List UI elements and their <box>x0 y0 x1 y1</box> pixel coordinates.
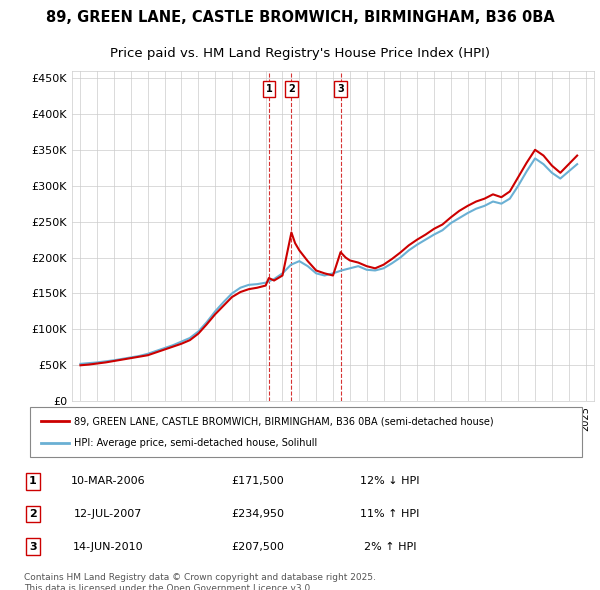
Text: 89, GREEN LANE, CASTLE BROMWICH, BIRMINGHAM, B36 0BA (semi-detached house): 89, GREEN LANE, CASTLE BROMWICH, BIRMING… <box>74 416 494 426</box>
Text: 2: 2 <box>29 509 37 519</box>
Text: 3: 3 <box>337 84 344 94</box>
Text: £171,500: £171,500 <box>232 476 284 486</box>
Text: 14-JUN-2010: 14-JUN-2010 <box>73 542 143 552</box>
Text: 11% ↑ HPI: 11% ↑ HPI <box>361 509 419 519</box>
Text: 1: 1 <box>29 476 37 486</box>
FancyBboxPatch shape <box>30 407 582 457</box>
Text: £207,500: £207,500 <box>232 542 284 552</box>
Text: 3: 3 <box>29 542 37 552</box>
Text: 10-MAR-2006: 10-MAR-2006 <box>71 476 145 486</box>
Text: 2% ↑ HPI: 2% ↑ HPI <box>364 542 416 552</box>
Text: 2: 2 <box>288 84 295 94</box>
Text: £234,950: £234,950 <box>232 509 284 519</box>
Text: 12-JUL-2007: 12-JUL-2007 <box>74 509 142 519</box>
Text: 89, GREEN LANE, CASTLE BROMWICH, BIRMINGHAM, B36 0BA: 89, GREEN LANE, CASTLE BROMWICH, BIRMING… <box>46 10 554 25</box>
Text: 1: 1 <box>265 84 272 94</box>
Text: HPI: Average price, semi-detached house, Solihull: HPI: Average price, semi-detached house,… <box>74 438 317 448</box>
Text: Price paid vs. HM Land Registry's House Price Index (HPI): Price paid vs. HM Land Registry's House … <box>110 47 490 60</box>
Text: 12% ↓ HPI: 12% ↓ HPI <box>360 476 420 486</box>
Text: Contains HM Land Registry data © Crown copyright and database right 2025.
This d: Contains HM Land Registry data © Crown c… <box>24 573 376 590</box>
